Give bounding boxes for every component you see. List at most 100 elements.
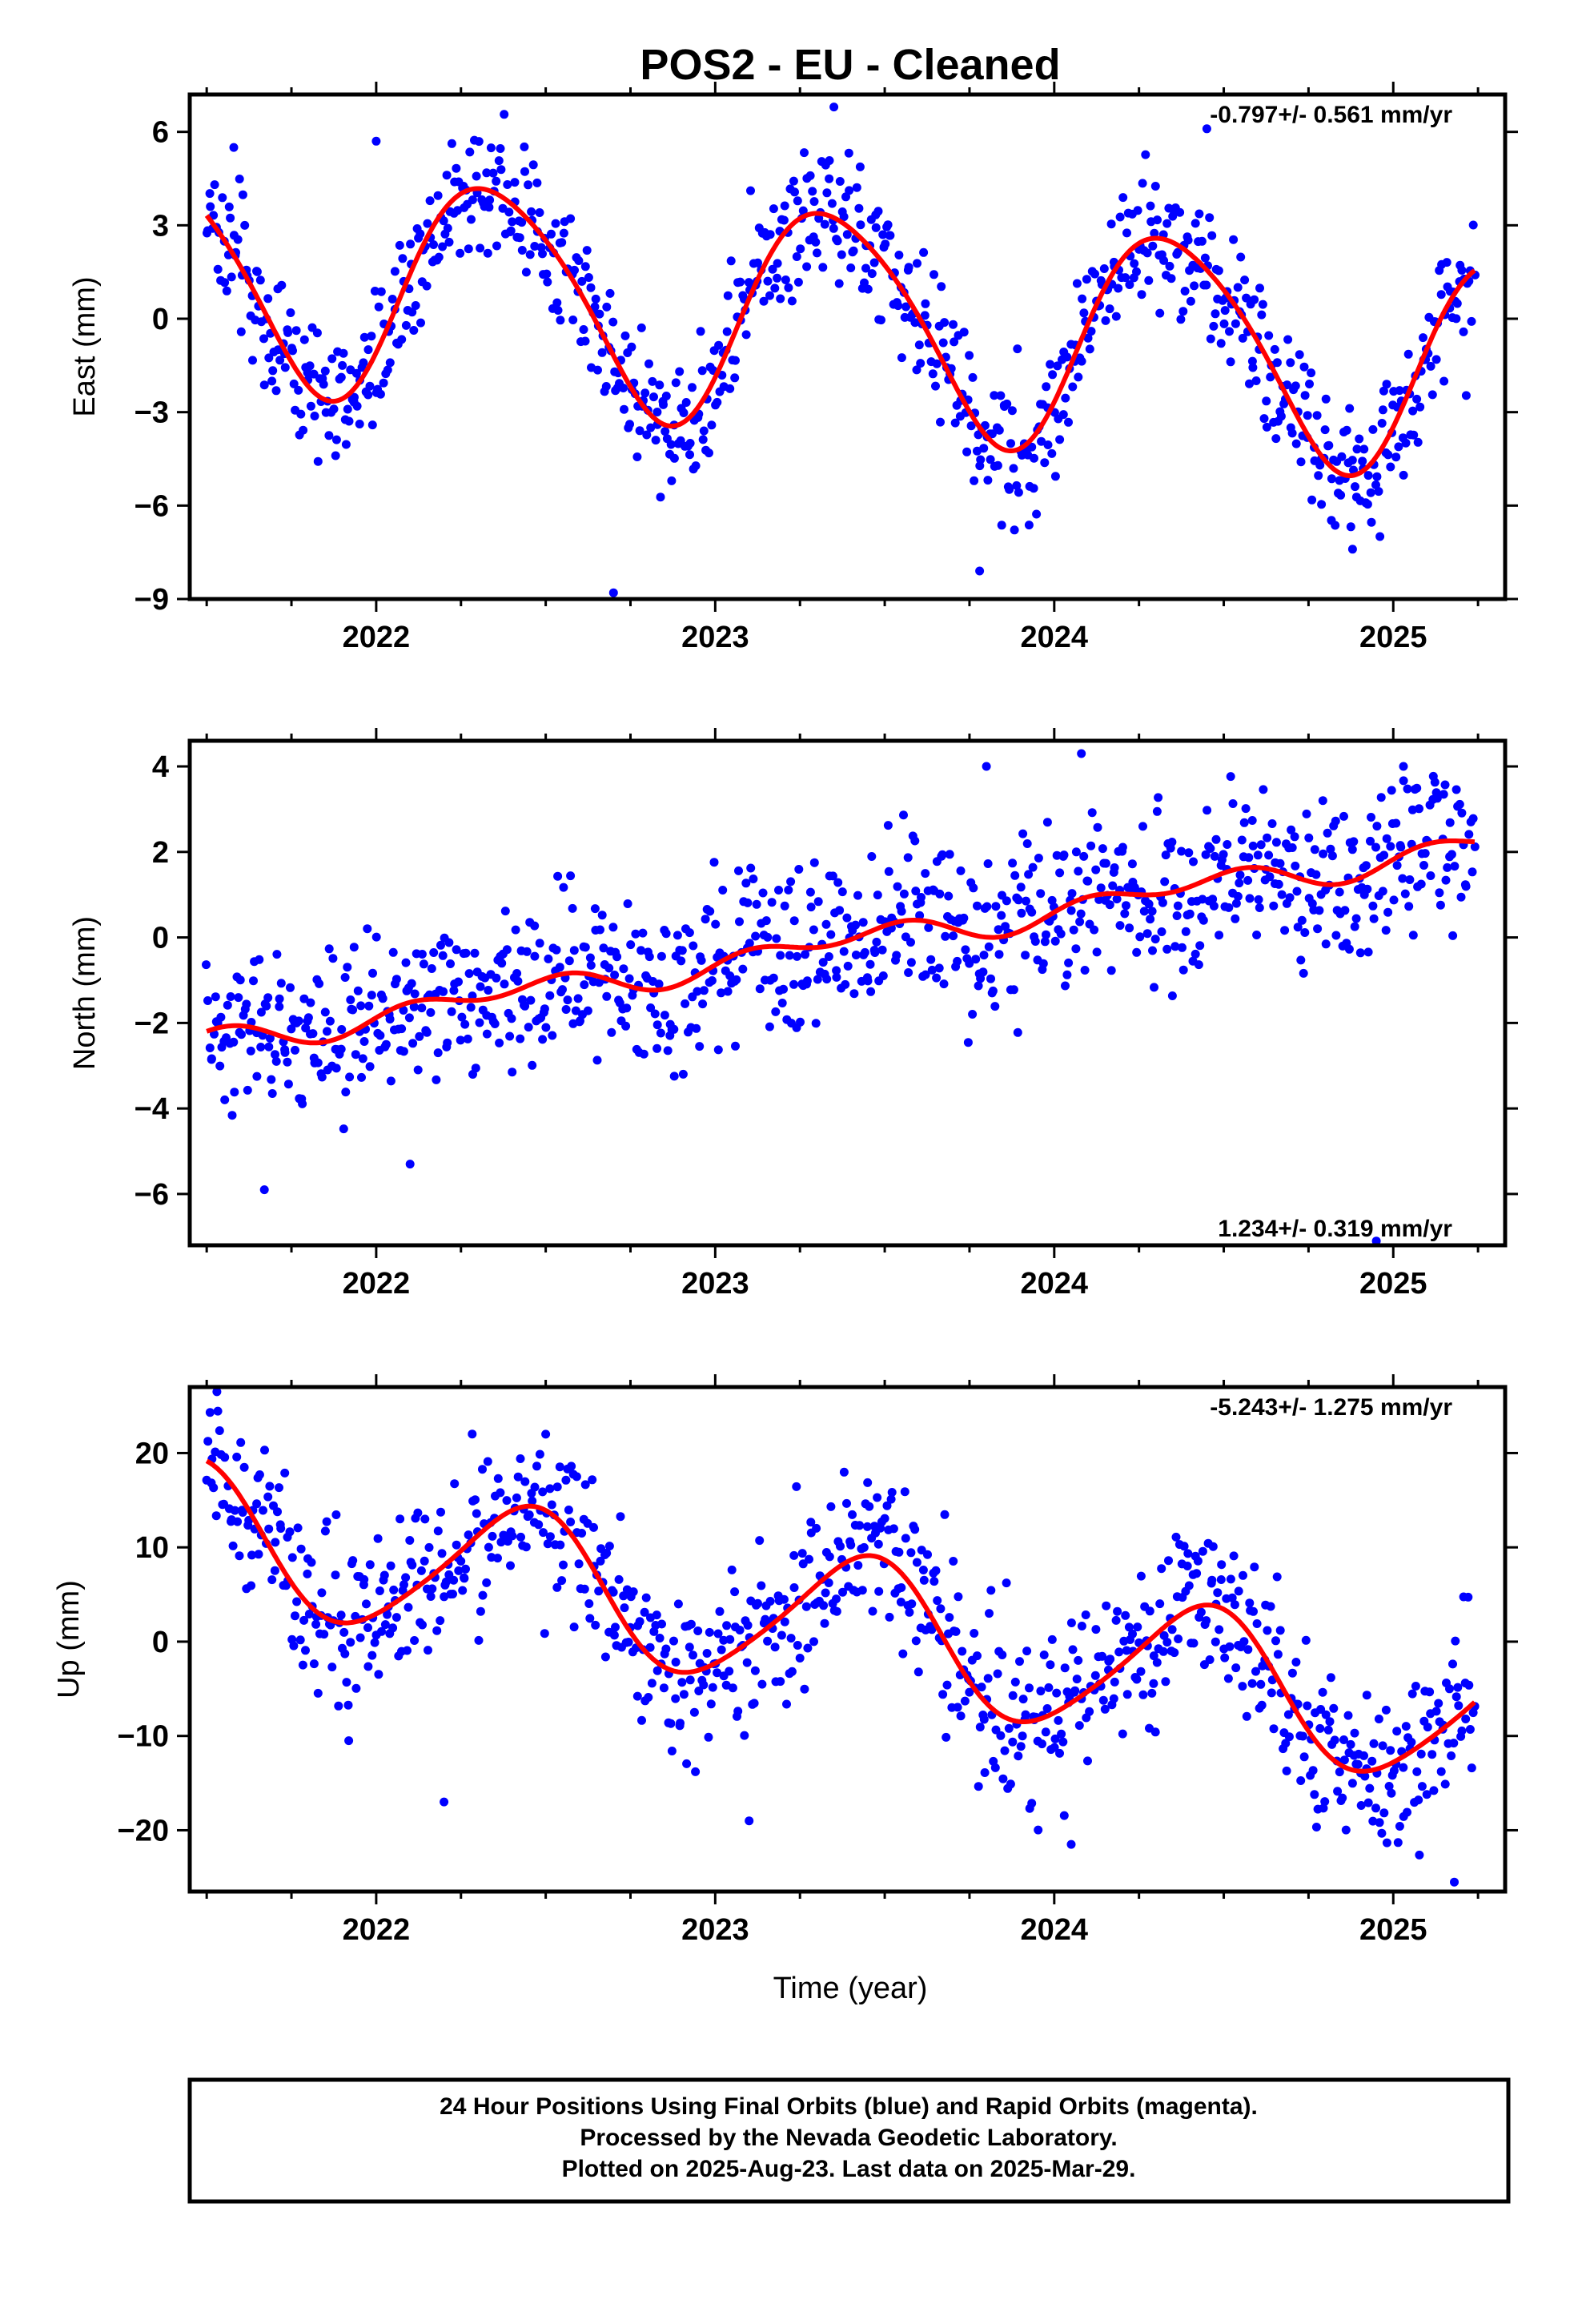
- data-point: [1162, 219, 1172, 228]
- data-point: [517, 218, 527, 227]
- data-point: [987, 429, 997, 439]
- data-point: [1386, 1746, 1395, 1755]
- data-points: [202, 749, 1480, 1245]
- data-point: [584, 273, 593, 282]
- data-point: [1207, 231, 1217, 240]
- data-point: [1178, 943, 1186, 952]
- data-point: [1115, 212, 1125, 222]
- data-point: [1247, 816, 1257, 825]
- data-point: [790, 187, 799, 197]
- data-point: [424, 1646, 432, 1655]
- data-point: [829, 103, 839, 112]
- data-point: [1091, 1625, 1101, 1634]
- data-point: [698, 435, 708, 444]
- data-point: [1230, 1600, 1239, 1610]
- data-point: [1270, 344, 1279, 354]
- data-point: [457, 1012, 467, 1022]
- data-point: [368, 968, 377, 978]
- data-point: [1383, 450, 1393, 460]
- data-point: [694, 1687, 704, 1695]
- y-tick-label: −6: [135, 1178, 169, 1212]
- data-point: [1415, 1850, 1424, 1860]
- data-point: [608, 588, 618, 597]
- data-point: [234, 993, 243, 1003]
- data-point: [1150, 935, 1160, 944]
- data-point: [409, 1002, 419, 1011]
- data-point: [983, 1674, 993, 1683]
- data-point: [1349, 837, 1359, 846]
- data-point: [937, 282, 946, 292]
- data-point: [1189, 1638, 1199, 1648]
- data-point: [410, 1636, 420, 1645]
- data-point: [1121, 273, 1130, 283]
- x-tick-label: 2025: [1359, 1913, 1427, 1947]
- data-point: [1086, 327, 1096, 336]
- data-point: [359, 332, 369, 342]
- data-point: [793, 277, 803, 287]
- data-point: [205, 189, 215, 199]
- data-point: [749, 875, 758, 883]
- data-point: [1016, 1742, 1026, 1751]
- data-point: [661, 1644, 671, 1654]
- data-point: [227, 1111, 237, 1120]
- data-point: [405, 1536, 415, 1545]
- data-point: [1445, 818, 1455, 827]
- data-point: [325, 1016, 335, 1026]
- data-point: [1136, 1571, 1146, 1581]
- data-point: [568, 903, 577, 913]
- data-point: [990, 1002, 1000, 1011]
- data-point: [1090, 1671, 1100, 1680]
- data-point: [934, 963, 944, 973]
- data-point: [1235, 870, 1245, 880]
- data-point: [418, 1620, 427, 1630]
- data-point: [259, 380, 269, 390]
- data-point: [1317, 500, 1327, 509]
- data-point: [681, 999, 690, 1008]
- data-point: [1191, 949, 1200, 959]
- data-point: [226, 213, 235, 223]
- data-point: [982, 902, 992, 911]
- data-point: [436, 940, 445, 950]
- data-point: [247, 1581, 256, 1590]
- data-point: [1331, 521, 1340, 530]
- data-point: [1013, 1027, 1022, 1037]
- data-point: [1009, 985, 1018, 995]
- data-point: [488, 168, 498, 178]
- data-point: [1465, 1725, 1475, 1734]
- data-point: [267, 1575, 277, 1585]
- data-point: [271, 1056, 281, 1066]
- data-point: [1464, 1680, 1474, 1690]
- data-point: [1014, 488, 1023, 497]
- data-point: [1453, 1683, 1463, 1692]
- data-point: [1050, 1743, 1059, 1752]
- data-point: [295, 1635, 305, 1645]
- data-point: [320, 1526, 330, 1536]
- data-point: [1407, 1689, 1417, 1699]
- data-point: [460, 1574, 469, 1583]
- data-point: [528, 160, 538, 170]
- data-point: [873, 1493, 882, 1502]
- data-point: [1018, 1731, 1027, 1741]
- data-point: [673, 931, 682, 940]
- data-point: [319, 380, 328, 389]
- data-point: [373, 1534, 383, 1543]
- data-point: [1018, 829, 1028, 838]
- data-point: [539, 1528, 548, 1538]
- data-point: [797, 1549, 807, 1558]
- data-point: [500, 907, 510, 916]
- data-point: [407, 979, 416, 988]
- data-point: [488, 1531, 497, 1541]
- data-point: [592, 1055, 602, 1065]
- data-point: [252, 1072, 262, 1081]
- data-point: [932, 359, 942, 368]
- data-point: [1427, 1750, 1437, 1759]
- data-point: [636, 323, 646, 332]
- data-point: [1371, 1236, 1381, 1245]
- data-point: [340, 1649, 350, 1659]
- data-point: [343, 1700, 353, 1710]
- data-point: [671, 378, 681, 388]
- data-point: [770, 283, 780, 293]
- data-point: [1209, 321, 1219, 331]
- data-point: [1250, 295, 1259, 304]
- data-point: [215, 1426, 224, 1435]
